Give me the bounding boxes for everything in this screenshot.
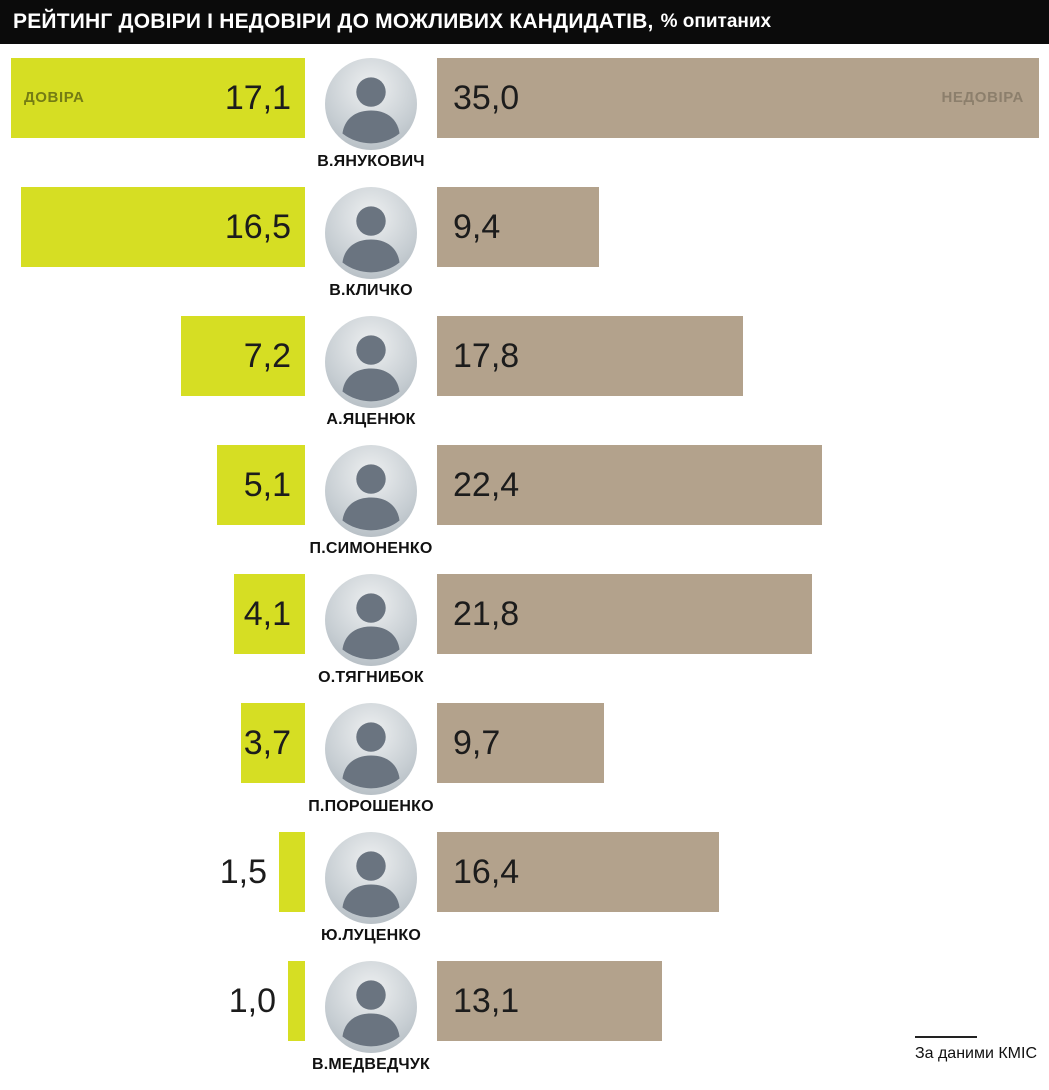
distrust-cell: 13,1 bbox=[437, 961, 1039, 1041]
distrust-value: 35,0 bbox=[453, 79, 520, 117]
trust-value: 1,0 bbox=[228, 982, 276, 1020]
distrust-cell: 21,8 bbox=[437, 574, 1039, 654]
distrust-cell: 22,4 bbox=[437, 445, 1039, 525]
trust-cell: ДОВІРА 17,1 bbox=[10, 58, 305, 138]
distrust-bar bbox=[437, 703, 604, 783]
trust-value: 17,1 bbox=[224, 79, 291, 117]
distrust-bar bbox=[437, 445, 822, 525]
distrust-bar: НЕДОВІРА bbox=[437, 58, 1039, 138]
person-icon bbox=[342, 77, 400, 144]
distrust-bar bbox=[437, 832, 719, 912]
trust-cell: 4,1 bbox=[10, 574, 305, 654]
trust-series-label: ДОВІРА bbox=[24, 89, 85, 106]
candidate-column: Ю.ЛУЦЕНКО bbox=[305, 832, 437, 945]
trust-bar bbox=[181, 316, 305, 396]
person-icon bbox=[342, 206, 400, 273]
trust-cell: 1,5 bbox=[10, 832, 305, 912]
chart-title-suffix: % опитаних bbox=[660, 11, 772, 32]
trust-cell: 16,5 bbox=[10, 187, 305, 267]
distrust-bar bbox=[437, 316, 743, 396]
avatar bbox=[325, 187, 417, 279]
avatar bbox=[325, 58, 417, 150]
avatar bbox=[325, 445, 417, 537]
distrust-value: 17,8 bbox=[453, 337, 520, 375]
candidate-column: А.ЯЦЕНЮК bbox=[305, 316, 437, 429]
trust-bar bbox=[217, 445, 305, 525]
distrust-value: 9,7 bbox=[453, 724, 501, 762]
candidate-name: В.КЛИЧКО bbox=[329, 282, 413, 299]
distrust-value: 21,8 bbox=[453, 595, 520, 633]
candidate-column: О.ТЯГНИБОК bbox=[305, 574, 437, 687]
avatar bbox=[325, 832, 417, 924]
candidate-column: В.КЛИЧКО bbox=[305, 187, 437, 300]
person-icon bbox=[342, 335, 400, 402]
trust-cell: 3,7 bbox=[10, 703, 305, 783]
candidate-row: 1,5 Ю.ЛУЦЕНКО 16,4 bbox=[10, 832, 1039, 961]
trust-value: 4,1 bbox=[243, 595, 291, 633]
distrust-series-label: НЕДОВІРА bbox=[941, 89, 1024, 106]
distrust-cell: 17,8 bbox=[437, 316, 1039, 396]
distrust-cell: НЕДОВІРА 35,0 bbox=[437, 58, 1039, 138]
candidate-row: 4,1 О.ТЯГНИБОК 21,8 bbox=[10, 574, 1039, 703]
candidate-rows: ДОВІРА 17,1 В.ЯНУКОВИЧ НЕДОВІРА 35,0 bbox=[0, 44, 1049, 1090]
candidate-row: 5,1 П.СИМОНЕНКО 22,4 bbox=[10, 445, 1039, 574]
candidate-name: А.ЯЦЕНЮК bbox=[326, 411, 416, 428]
person-icon bbox=[342, 593, 400, 660]
trust-value: 16,5 bbox=[224, 208, 291, 246]
trust-bar bbox=[234, 574, 305, 654]
distrust-cell: 9,4 bbox=[437, 187, 1039, 267]
header-bar: РЕЙТИНГ ДОВІРИ І НЕДОВІРИ ДО МОЖЛИВИХ КА… bbox=[0, 0, 1049, 44]
avatar bbox=[325, 574, 417, 666]
candidate-row: 7,2 А.ЯЦЕНЮК 17,8 bbox=[10, 316, 1039, 445]
trust-value: 3,7 bbox=[243, 724, 291, 762]
distrust-bar bbox=[437, 961, 662, 1041]
distrust-value: 22,4 bbox=[453, 466, 520, 504]
candidate-name: Ю.ЛУЦЕНКО bbox=[320, 927, 422, 944]
person-icon bbox=[342, 851, 400, 918]
trust-bar: ДОВІРА bbox=[11, 58, 305, 138]
candidate-column: В.ЯНУКОВИЧ bbox=[305, 58, 437, 171]
trust-value: 5,1 bbox=[243, 466, 291, 504]
source-line bbox=[914, 1036, 977, 1038]
candidate-row: 3,7 П.ПОРОШЕНКО 9,7 bbox=[10, 703, 1039, 832]
trust-bar bbox=[241, 703, 305, 783]
candidate-name: В.МЕДВЕДЧУК bbox=[312, 1056, 430, 1073]
candidate-row: 16,5 В.КЛИЧКО 9,4 bbox=[10, 187, 1039, 316]
distrust-value: 9,4 bbox=[453, 208, 501, 246]
person-icon bbox=[342, 980, 400, 1047]
chart-title: РЕЙТИНГ ДОВІРИ І НЕДОВІРИ ДО МОЖЛИВИХ КА… bbox=[13, 10, 654, 33]
candidate-row: ДОВІРА 17,1 В.ЯНУКОВИЧ НЕДОВІРА 35,0 bbox=[10, 58, 1039, 187]
avatar bbox=[325, 316, 417, 408]
trust-bar bbox=[288, 961, 305, 1041]
trust-cell: 5,1 bbox=[10, 445, 305, 525]
trust-bar bbox=[21, 187, 305, 267]
distrust-value: 13,1 bbox=[453, 982, 520, 1020]
distrust-bar bbox=[437, 574, 812, 654]
candidate-name: П.СИМОНЕНКО bbox=[309, 540, 433, 557]
person-icon bbox=[342, 722, 400, 789]
distrust-cell: 16,4 bbox=[437, 832, 1039, 912]
candidate-name: О.ТЯГНИБОК bbox=[318, 669, 424, 686]
candidate-name: В.ЯНУКОВИЧ bbox=[317, 153, 425, 170]
candidate-column: В.МЕДВЕДЧУК bbox=[305, 961, 437, 1074]
candidate-column: П.СИМОНЕНКО bbox=[305, 445, 437, 558]
candidate-column: П.ПОРОШЕНКО bbox=[305, 703, 437, 816]
distrust-cell: 9,7 bbox=[437, 703, 1039, 783]
trust-value: 1,5 bbox=[219, 853, 267, 891]
source-note: За даними КМІС bbox=[914, 1036, 1037, 1063]
trust-cell: 1,0 bbox=[10, 961, 305, 1041]
trust-cell: 7,2 bbox=[10, 316, 305, 396]
avatar bbox=[325, 703, 417, 795]
trust-value: 7,2 bbox=[243, 337, 291, 375]
person-icon bbox=[342, 464, 400, 531]
avatar bbox=[325, 961, 417, 1053]
distrust-bar bbox=[437, 187, 599, 267]
candidate-name: П.ПОРОШЕНКО bbox=[308, 798, 434, 815]
trust-bar bbox=[279, 832, 305, 912]
candidate-row: 1,0 В.МЕДВЕДЧУК 13,1 bbox=[10, 961, 1039, 1090]
distrust-value: 16,4 bbox=[453, 853, 520, 891]
source-text: За даними КМІС bbox=[914, 1045, 1037, 1062]
